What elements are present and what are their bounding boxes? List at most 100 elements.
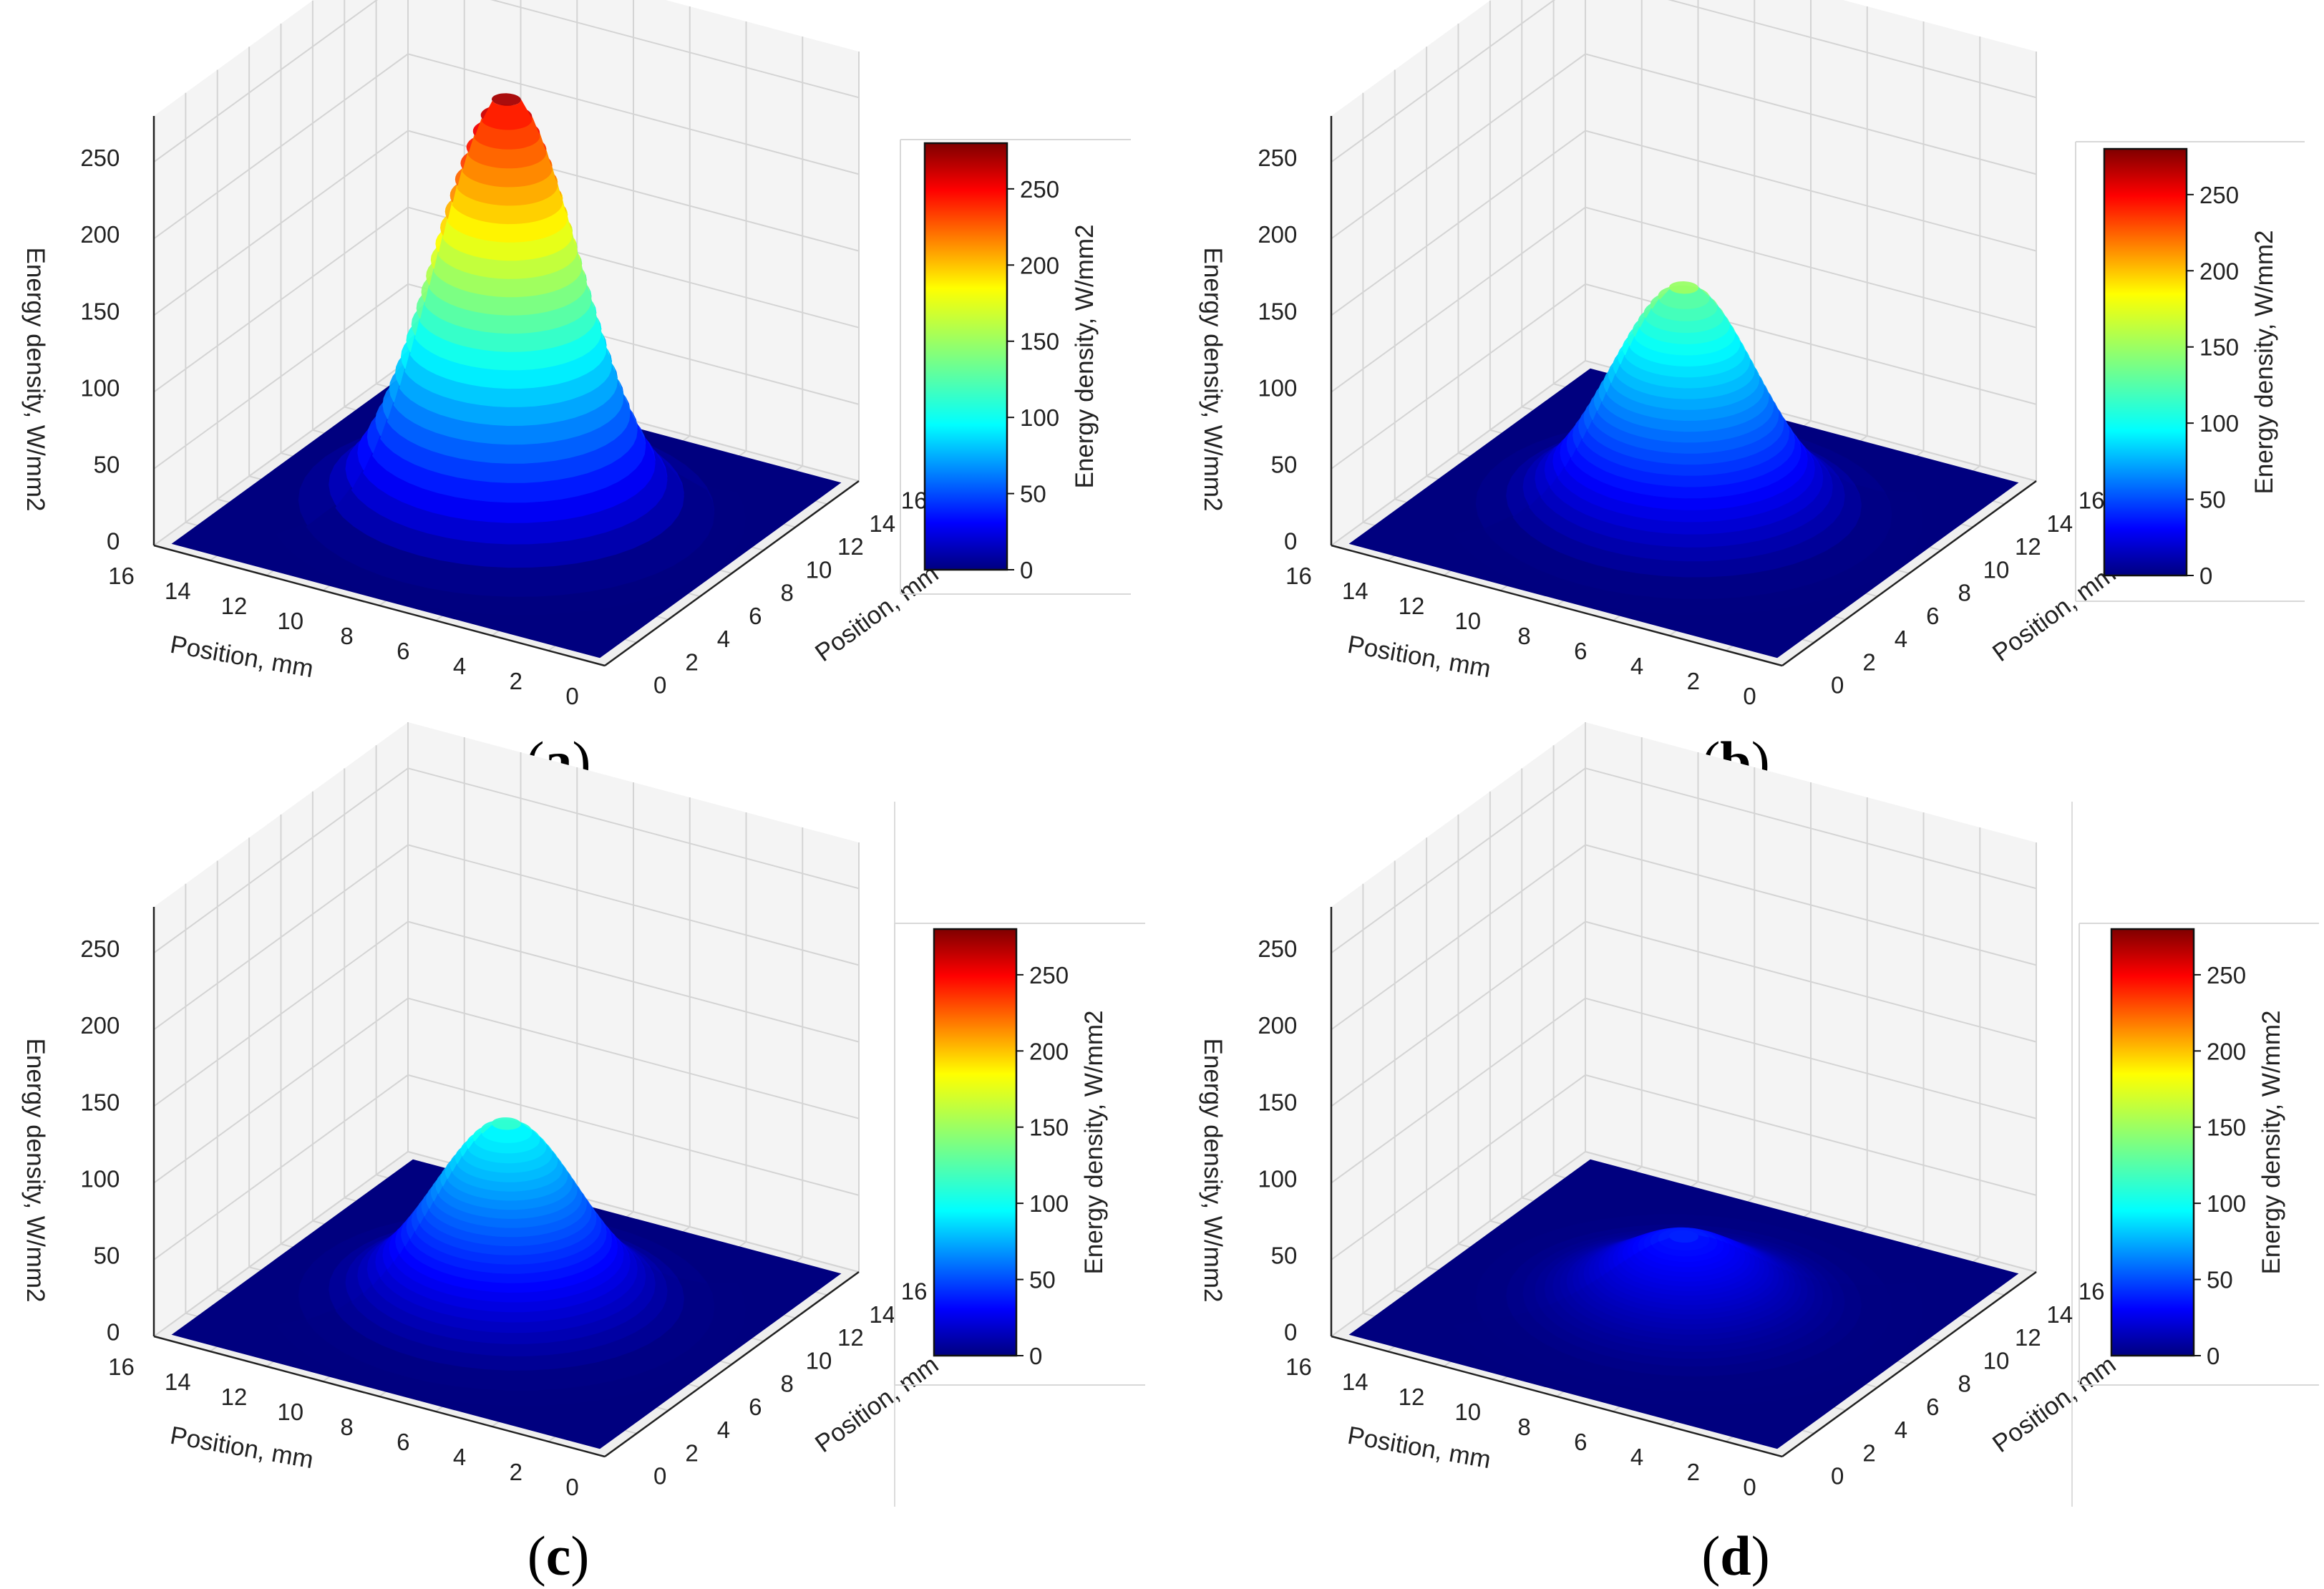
z-tick-label: 150	[80, 1089, 120, 1115]
colorbar-tick-label: 150	[2199, 334, 2239, 361]
y-tick-label: 8	[780, 1371, 793, 1397]
x-tick-label: 12	[221, 593, 248, 619]
surface-band-side	[1597, 386, 1774, 443]
x-tick-label: 12	[1399, 1384, 1425, 1410]
surface-band-side	[447, 1161, 568, 1201]
colorbar-c: 0 50 100 150 200 250 Energy density, W/mm2	[933, 928, 1108, 1369]
y-tick-label: 12	[837, 533, 864, 560]
surface-band-side	[462, 1141, 553, 1173]
y-tick-label: 4	[717, 626, 730, 652]
surface-band-side	[419, 286, 597, 352]
colorbar-tick-label: 250	[2199, 182, 2239, 208]
z-axis-label: Energy density, W/mm2	[21, 248, 49, 512]
surface-band-side	[386, 1240, 631, 1313]
colorbar-tick-label: 250	[2207, 962, 2246, 988]
surface-band-side	[1483, 484, 1892, 599]
surface-band-side	[386, 381, 631, 464]
surface-band-side	[438, 1174, 578, 1219]
y-tick-label: 16	[2079, 1278, 2105, 1305]
x-tick-label: 16	[108, 1354, 135, 1380]
surface-band	[492, 1117, 521, 1130]
z-tick-label: 150	[1258, 1089, 1297, 1115]
y-tick-label: 16	[2079, 487, 2105, 514]
surface-band-side	[1453, 1283, 1923, 1406]
grid-line	[153, 1074, 860, 1260]
grid-line	[1331, 767, 2037, 954]
y-tick-label: 4	[1895, 1417, 1907, 1443]
colorbar-tick-label: 100	[1020, 404, 1059, 431]
surface-band-side	[363, 427, 656, 523]
surface-band-side	[1587, 403, 1784, 465]
z-tick-label: 50	[94, 452, 120, 478]
x-tick-label: 8	[340, 1414, 353, 1440]
x-tick-label: 10	[277, 1399, 303, 1425]
x-tick-label: 0	[565, 1474, 578, 1500]
axes	[1330, 116, 2037, 667]
grid-line	[153, 997, 860, 1184]
grid-line	[1331, 844, 2037, 1031]
x-axis-label: Position, mm	[168, 1422, 316, 1474]
colorbar-tick-label: 150	[1020, 329, 1059, 355]
surface-band-side	[380, 1247, 638, 1323]
y-tick-label: 8	[780, 580, 793, 606]
y-tick-label: 14	[869, 1301, 895, 1328]
grid-line	[153, 1150, 860, 1337]
surface-band-side	[1634, 1243, 1736, 1273]
surface-band-side	[419, 1201, 597, 1255]
z-tick-label: 0	[1284, 528, 1297, 555]
colorbar-tick-label: 150	[2207, 1114, 2246, 1141]
grid-line	[153, 283, 860, 470]
surface-band-side	[1659, 286, 1710, 309]
surface-band-side	[433, 239, 583, 298]
x-axis-label: Position, mm	[1346, 631, 1493, 684]
grid-line	[1331, 920, 2037, 1107]
x-tick-label: 12	[1399, 593, 1425, 619]
surface-band-side	[1639, 310, 1730, 344]
x-axis-line	[1331, 1335, 1783, 1458]
y-axis-line	[604, 1270, 860, 1458]
y-tick-label: 4	[1895, 626, 1907, 652]
colorbar-tick-label: 50	[2199, 487, 2226, 513]
surface-band-side	[424, 1194, 592, 1247]
colorbar-label: Energy density, W/mm2	[2257, 1011, 2285, 1275]
grid-line	[1331, 359, 2037, 546]
surface-band-side	[372, 412, 646, 503]
surface-band-side	[438, 223, 578, 279]
x-tick-label: 4	[453, 653, 466, 679]
y-tick-label: 8	[1958, 1371, 1970, 1397]
x-tick-label: 6	[1574, 1429, 1587, 1455]
panel-caption-d: (d)	[1701, 1525, 1769, 1587]
surface-band	[1669, 1230, 1698, 1243]
z-tick-label: 150	[80, 298, 120, 324]
grid-line	[153, 0, 860, 163]
colorbar-a: 0 50 100 150 200 250 Energy density, W/mm2	[923, 142, 1099, 583]
surface-band-side	[474, 113, 540, 150]
x-tick-label: 8	[1517, 623, 1530, 649]
x-tick-label: 10	[1454, 608, 1481, 634]
y-axis-line	[1781, 480, 2037, 667]
surface-peak	[276, 1117, 746, 1406]
colorbar-tick-label: 100	[1029, 1190, 1069, 1217]
z-tick-label: 100	[80, 374, 120, 401]
z-tick-label: 200	[1258, 221, 1297, 248]
surface-band-side	[1645, 302, 1724, 334]
colorbar-tick-label: 100	[2207, 1190, 2246, 1217]
colorbar-tick-label: 150	[1029, 1114, 1069, 1141]
colorbar-frame	[2079, 923, 2319, 1386]
surface-band-side	[1624, 336, 1746, 378]
grid-line	[1331, 283, 2037, 470]
y-tick-label: 16	[901, 487, 928, 514]
y-tick-label: 2	[685, 1439, 698, 1466]
z-axis-label: Energy density, W/mm2	[1199, 248, 1227, 512]
z-tick-label: 200	[1258, 1012, 1297, 1039]
y-tick-label: 12	[2015, 1324, 2041, 1351]
colorbar-frame	[900, 139, 1131, 595]
surface-band-side	[1620, 344, 1750, 389]
y-tick-label: 10	[1983, 1347, 2010, 1374]
colorbar-label: Energy density, W/mm2	[1071, 225, 1099, 489]
surface-band-side	[467, 1134, 547, 1164]
z-axis-label: Energy density, W/mm2	[1199, 1039, 1227, 1303]
